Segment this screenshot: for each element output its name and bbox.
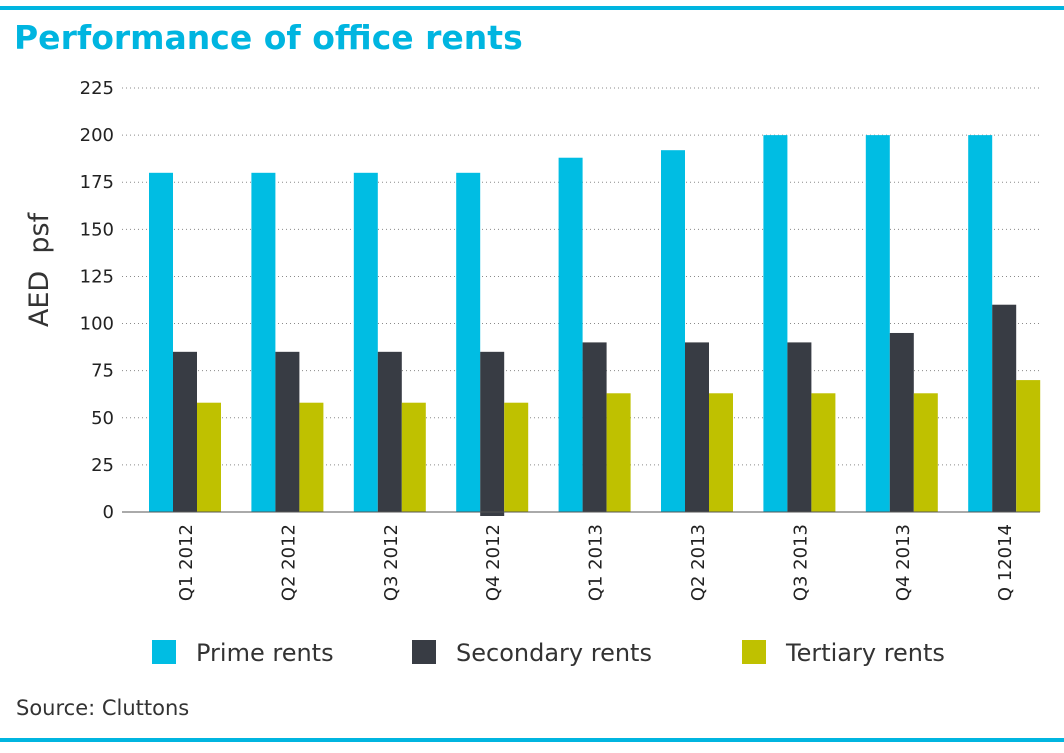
bar-secondary-rents [173,351,197,512]
bar-secondary-rents [685,342,709,512]
x-tick-label: Q2 2012 [278,524,299,601]
bar-tertiary-rents [811,393,836,512]
bar-secondary-rents [787,342,812,512]
y-tick-label: 125 [80,266,114,287]
bar-tertiary-rents [913,393,938,512]
legend-swatch-secondary [412,640,436,664]
x-tick-label: Q2 2013 [688,524,709,601]
bar-secondary-rents [582,342,607,512]
y-tick-label: 75 [91,361,114,382]
source-note: Source: Cluttons [16,696,190,720]
x-tick-label: Q4 2013 [893,524,914,601]
bar-tertiary-rents [709,393,733,512]
x-tick-label: Q 12014 [995,524,1016,601]
y-tick-label: 0 [103,502,114,523]
y-tick-label: 50 [91,408,114,429]
x-tick-label: Q1 2012 [176,524,197,601]
bar-secondary-rents [992,304,1017,512]
bar-prime-rents [661,150,685,513]
legend-swatch-prime [152,640,176,664]
bar-secondary-rents [889,332,914,512]
page-title: Performance of office rents [14,18,523,57]
bar-prime-rents [149,172,173,513]
bar-prime-rents [968,135,993,512]
bar-secondary-rents [377,351,402,512]
legend-label-tertiary: Tertiary rents [785,639,945,667]
x-tick-label: Q3 2012 [381,524,402,601]
legend-label-prime: Prime rents [196,639,334,667]
y-tick-label: 200 [80,125,114,146]
bar-prime-rents [456,172,481,513]
bar-prime-rents [558,157,583,513]
bar-tertiary-rents [504,402,529,512]
y-tick-labels: 0 25 50 75 100 125 150 175 200 225 [80,78,114,523]
bar-tertiary-rents [1016,380,1041,512]
legend: Prime rents Secondary rents Tertiary rents [152,639,945,667]
x-tick-label: Q4 2012 [483,524,504,601]
bar-secondary-rents [275,351,300,512]
top-rule [0,6,1064,10]
y-tick-label: 100 [80,314,114,335]
bar-prime-rents [353,172,378,513]
x-tick-labels: Q1 2012 Q2 2012 Q3 2012 Q4 2012 Q1 2013 Q2 20… [176,524,1016,601]
bar-tertiary-rents [197,402,221,512]
bar-secondary-rents [480,351,505,516]
legend-swatch-tertiary [742,640,766,664]
bar-prime-rents [865,135,890,512]
bottom-rule [0,738,1064,742]
y-tick-label: 150 [80,219,114,240]
bar-tertiary-rents [606,393,631,512]
bar-prime-rents [763,135,788,512]
bar-tertiary-rents [299,402,324,512]
y-axis-label: AED psf [24,211,55,327]
x-tick-label: Q1 2013 [586,524,607,601]
bar-prime-rents [251,172,276,513]
bars [149,135,1041,516]
y-tick-label: 175 [80,172,114,193]
y-tick-label: 225 [80,78,114,99]
x-tick-label: Q3 2013 [790,524,811,601]
legend-label-secondary: Secondary rents [456,639,652,667]
y-tick-label: 25 [91,455,114,476]
bar-tertiary-rents [401,402,426,512]
